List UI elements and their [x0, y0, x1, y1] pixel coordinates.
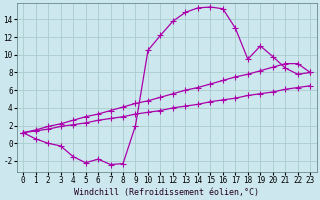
X-axis label: Windchill (Refroidissement éolien,°C): Windchill (Refroidissement éolien,°C): [74, 188, 259, 197]
